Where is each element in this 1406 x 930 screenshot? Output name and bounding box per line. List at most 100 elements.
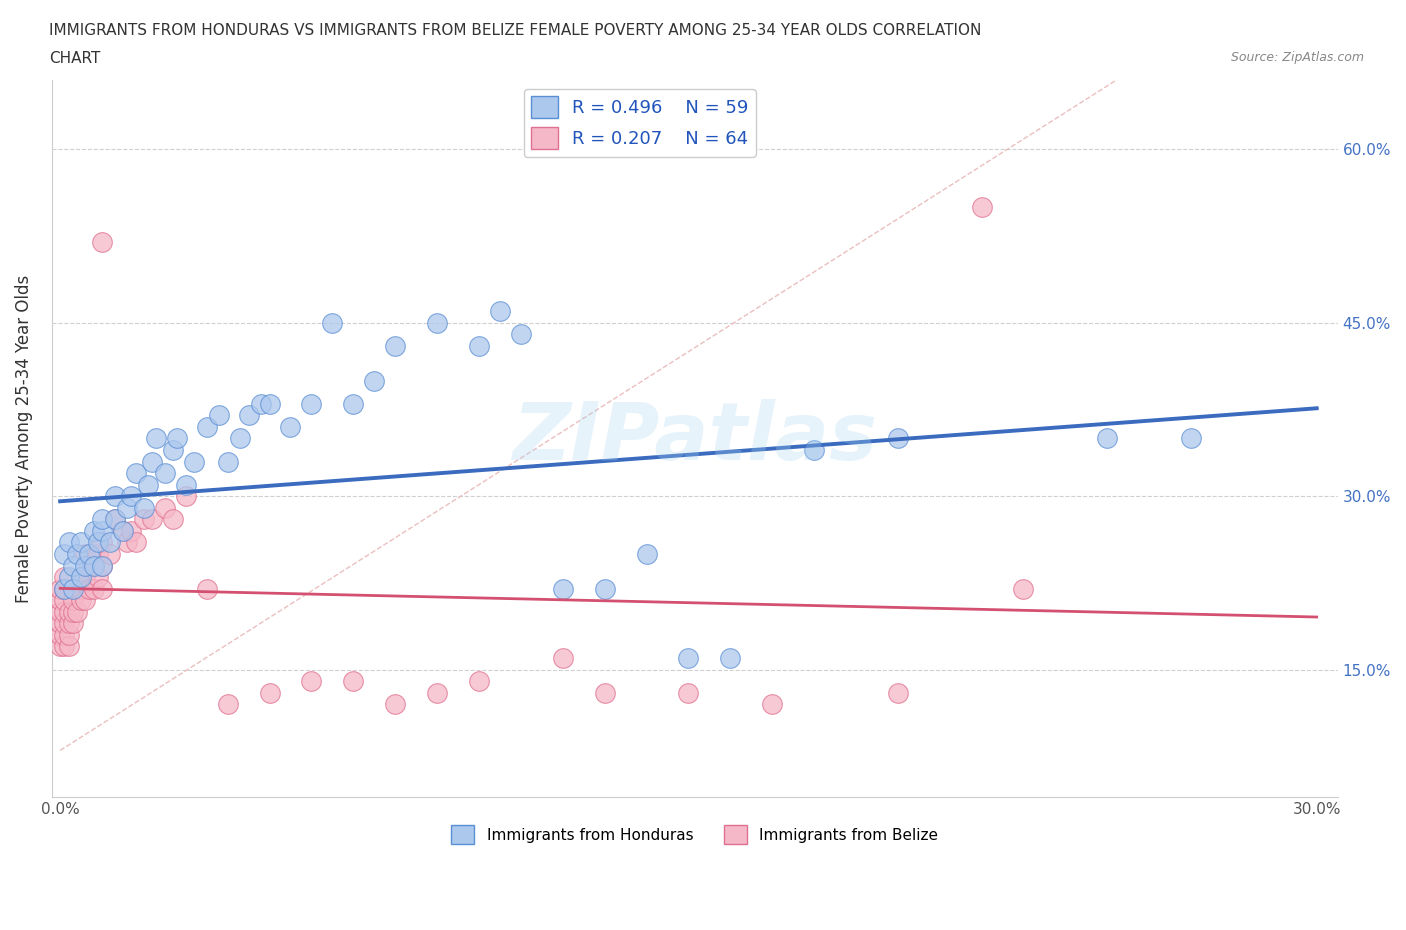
- Point: [53, 547, 76, 562]
- Point: [49, 628, 72, 643]
- Point: [593, 581, 616, 596]
- Point: [153, 466, 176, 481]
- Point: [91, 558, 114, 573]
- Point: [49, 639, 72, 654]
- Point: [166, 431, 188, 445]
- Point: [100, 547, 122, 562]
- Point: [91, 512, 114, 526]
- Point: [79, 547, 101, 562]
- Point: [136, 477, 159, 492]
- Point: [217, 454, 239, 469]
- Point: [162, 443, 184, 458]
- Point: [58, 628, 80, 643]
- Point: [174, 489, 197, 504]
- Point: [195, 581, 218, 596]
- Point: [70, 592, 93, 607]
- Point: [83, 558, 105, 573]
- Point: [132, 500, 155, 515]
- Point: [342, 396, 364, 411]
- Point: [426, 315, 449, 330]
- Point: [124, 466, 146, 481]
- Point: [79, 581, 101, 596]
- Point: [53, 592, 76, 607]
- Point: [195, 419, 218, 434]
- Point: [145, 431, 167, 445]
- Point: [75, 592, 97, 607]
- Point: [53, 570, 76, 585]
- Point: [363, 373, 385, 388]
- Point: [551, 581, 574, 596]
- Point: [49, 581, 72, 596]
- Point: [141, 512, 163, 526]
- Point: [384, 697, 406, 711]
- Text: CHART: CHART: [49, 51, 101, 66]
- Point: [53, 581, 76, 596]
- Point: [153, 500, 176, 515]
- Point: [91, 581, 114, 596]
- Point: [62, 558, 84, 573]
- Point: [62, 592, 84, 607]
- Point: [66, 581, 89, 596]
- Point: [887, 431, 910, 445]
- Point: [70, 535, 93, 550]
- Point: [162, 512, 184, 526]
- Text: IMMIGRANTS FROM HONDURAS VS IMMIGRANTS FROM BELIZE FEMALE POVERTY AMONG 25-34 YE: IMMIGRANTS FROM HONDURAS VS IMMIGRANTS F…: [49, 23, 981, 38]
- Point: [79, 558, 101, 573]
- Point: [208, 408, 231, 423]
- Point: [887, 685, 910, 700]
- Point: [70, 570, 93, 585]
- Point: [58, 570, 80, 585]
- Point: [120, 489, 142, 504]
- Point: [489, 304, 512, 319]
- Point: [259, 685, 281, 700]
- Text: Source: ZipAtlas.com: Source: ZipAtlas.com: [1230, 51, 1364, 64]
- Point: [58, 616, 80, 631]
- Point: [132, 512, 155, 526]
- Point: [49, 592, 72, 607]
- Point: [678, 685, 700, 700]
- Point: [124, 535, 146, 550]
- Point: [301, 673, 323, 688]
- Point: [217, 697, 239, 711]
- Point: [75, 558, 97, 573]
- Point: [229, 431, 252, 445]
- Y-axis label: Female Poverty Among 25-34 Year Olds: Female Poverty Among 25-34 Year Olds: [15, 274, 32, 603]
- Point: [1012, 581, 1035, 596]
- Point: [1097, 431, 1119, 445]
- Point: [53, 616, 76, 631]
- Point: [62, 604, 84, 619]
- Point: [718, 651, 741, 666]
- Point: [62, 581, 84, 596]
- Point: [49, 616, 72, 631]
- Point: [58, 604, 80, 619]
- Point: [53, 639, 76, 654]
- Point: [111, 524, 134, 538]
- Point: [62, 616, 84, 631]
- Point: [87, 570, 110, 585]
- Point: [91, 558, 114, 573]
- Point: [509, 327, 531, 342]
- Point: [250, 396, 273, 411]
- Point: [70, 570, 93, 585]
- Point: [49, 604, 72, 619]
- Point: [115, 535, 138, 550]
- Point: [83, 581, 105, 596]
- Point: [83, 524, 105, 538]
- Point: [100, 535, 122, 550]
- Point: [53, 628, 76, 643]
- Point: [803, 443, 825, 458]
- Text: ZIPatlas: ZIPatlas: [512, 399, 877, 477]
- Point: [259, 396, 281, 411]
- Point: [75, 570, 97, 585]
- Point: [141, 454, 163, 469]
- Point: [183, 454, 205, 469]
- Point: [91, 234, 114, 249]
- Point: [636, 547, 658, 562]
- Point: [321, 315, 343, 330]
- Point: [70, 581, 93, 596]
- Point: [342, 673, 364, 688]
- Point: [103, 512, 125, 526]
- Point: [87, 535, 110, 550]
- Point: [970, 200, 993, 215]
- Legend: Immigrants from Honduras, Immigrants from Belize: Immigrants from Honduras, Immigrants fro…: [446, 819, 943, 850]
